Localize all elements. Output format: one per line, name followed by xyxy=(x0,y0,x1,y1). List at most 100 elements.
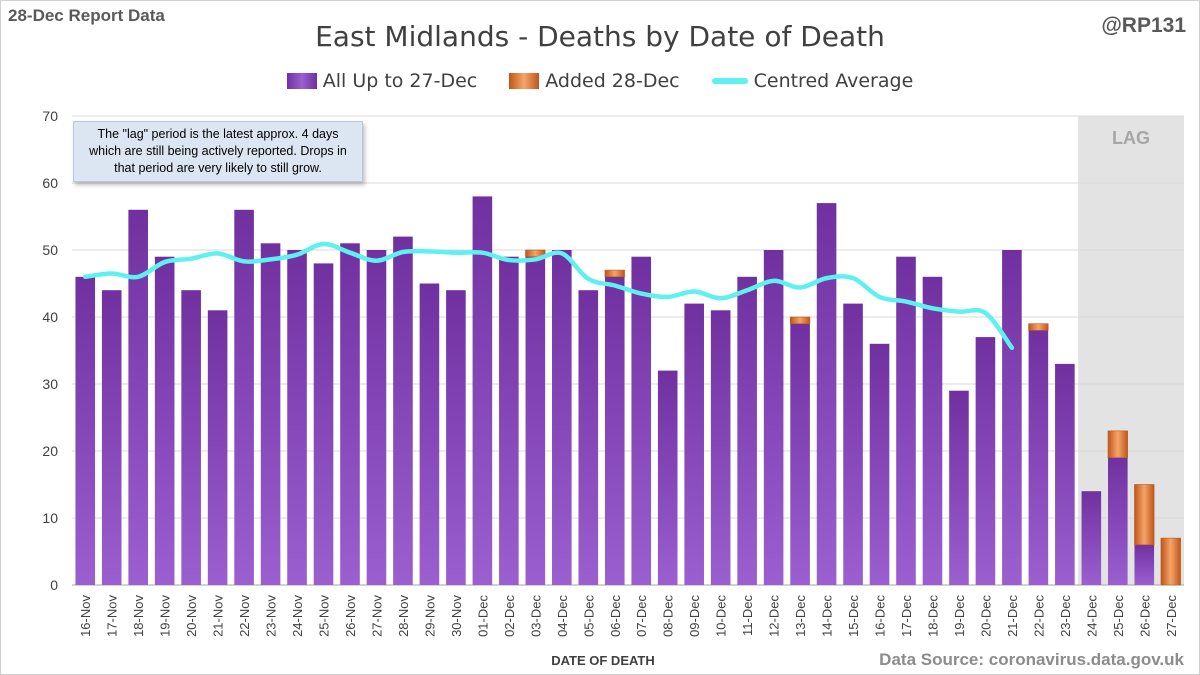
x-tick-label: 24-Dec xyxy=(1084,595,1099,637)
x-tick-label: 27-Dec xyxy=(1164,595,1179,637)
x-tick-label: 30-Nov xyxy=(449,595,464,637)
bar-base xyxy=(101,290,122,585)
x-tick-label: 01-Dec xyxy=(475,595,490,637)
report-label: 28-Dec Report Data xyxy=(8,6,165,25)
x-tick-label: 29-Nov xyxy=(422,595,437,637)
x-tick-label: 21-Nov xyxy=(211,595,226,637)
bar-base xyxy=(684,303,704,585)
y-tick-label: 70 xyxy=(42,108,58,124)
bar-base xyxy=(1081,491,1102,585)
x-tick-label: 24-Nov xyxy=(290,595,305,637)
bar-base xyxy=(287,250,307,585)
bar-added xyxy=(1134,484,1155,546)
data-source: Data Source: coronavirus.data.gov.uk xyxy=(879,650,1184,669)
average-line xyxy=(82,241,1015,351)
bar-base xyxy=(181,290,201,585)
bar-base xyxy=(472,196,493,585)
y-tick-label: 0 xyxy=(50,577,58,593)
bar-base xyxy=(525,256,546,585)
bar-base xyxy=(260,243,281,586)
x-tick-label: 25-Dec xyxy=(1111,595,1126,637)
legend-swatch-added xyxy=(509,73,540,89)
bar-base xyxy=(896,256,916,585)
x-tick-label: 11-Dec xyxy=(740,595,755,636)
x-tick-label: 27-Nov xyxy=(369,595,384,637)
bar-base xyxy=(657,370,678,585)
bar-added xyxy=(789,316,811,324)
x-tick-label: 07-Dec xyxy=(634,595,649,637)
x-tick-label: 19-Dec xyxy=(952,595,967,637)
chart-title: East Midlands - Deaths by Date of Death xyxy=(315,20,885,53)
bar-added xyxy=(1107,430,1128,458)
bar-base xyxy=(499,256,519,585)
x-tick-label: 25-Nov xyxy=(317,595,332,637)
bar-base xyxy=(578,290,599,585)
x-tick-label: 22-Dec xyxy=(1031,595,1046,637)
x-tick-label: 26-Nov xyxy=(343,595,358,637)
bar-base xyxy=(790,323,810,585)
lag-note: The "lag" period is the latest approx. 4… xyxy=(73,121,363,182)
bar-base xyxy=(446,290,466,585)
legend: All Up to 27-Dec Added 28-Dec Centred Av… xyxy=(0,70,1200,92)
x-tick-label: 20-Dec xyxy=(978,595,993,637)
bar-base xyxy=(1134,544,1155,585)
x-tick-label: 03-Dec xyxy=(528,595,543,637)
bar-base xyxy=(154,256,175,585)
bar-base xyxy=(1108,457,1128,585)
x-tick-label: 17-Nov xyxy=(105,595,120,637)
x-tick-label: 18-Nov xyxy=(131,595,146,637)
x-tick-label: 26-Dec xyxy=(1137,595,1152,637)
x-tick-label: 12-Dec xyxy=(767,595,782,637)
bar-added xyxy=(604,269,625,278)
x-tick-label: 16-Nov xyxy=(78,595,93,637)
x-tick-label: 04-Dec xyxy=(555,595,570,637)
y-tick-label: 50 xyxy=(42,242,58,258)
bar-base xyxy=(737,276,757,585)
bar-base xyxy=(631,256,652,585)
lag-label: LAG xyxy=(1112,128,1150,148)
x-tick-label: 23-Nov xyxy=(264,595,279,637)
bar-base xyxy=(949,390,969,585)
bar-base xyxy=(419,283,440,585)
bar-base xyxy=(313,263,334,585)
bar-base xyxy=(604,276,625,585)
x-tick-label: 17-Dec xyxy=(899,595,914,637)
legend-item-average: Centred Average xyxy=(711,70,914,92)
bar-added xyxy=(1160,537,1181,586)
x-tick-label: 05-Dec xyxy=(581,595,596,637)
bar-base xyxy=(340,243,360,586)
bar-base xyxy=(869,343,890,585)
legend-label-added: Added 28-Dec xyxy=(545,70,680,92)
x-tick-label: 06-Dec xyxy=(608,595,623,637)
x-tick-label: 22-Nov xyxy=(237,595,252,637)
legend-swatch-base xyxy=(286,73,317,89)
bar-base xyxy=(975,337,996,585)
y-tick-label: 20 xyxy=(42,443,58,459)
x-tick-label: 15-Dec xyxy=(846,595,861,637)
x-tick-label: 21-Dec xyxy=(1005,595,1020,637)
bar-base xyxy=(552,250,572,585)
bar-base xyxy=(843,303,863,585)
x-tick-label: 08-Dec xyxy=(661,595,676,637)
x-tick-label: 23-Dec xyxy=(1058,595,1073,637)
x-axis-title: DATE OF DEATH xyxy=(551,653,655,668)
y-tick-label: 40 xyxy=(42,309,58,325)
x-tick-label: 19-Nov xyxy=(158,595,173,637)
bar-base xyxy=(128,209,148,586)
bar-base xyxy=(393,236,413,585)
legend-item-base: All Up to 27-Dec xyxy=(286,70,477,92)
x-tick-label: 13-Dec xyxy=(793,595,808,637)
x-tick-label: 28-Nov xyxy=(396,595,411,637)
author-handle: @RP131 xyxy=(1101,14,1186,37)
x-tick-label: 18-Dec xyxy=(925,595,940,637)
bar-added xyxy=(525,249,546,257)
bar-base xyxy=(1028,330,1049,585)
bar-base xyxy=(710,310,731,585)
y-tick-label: 30 xyxy=(42,376,58,392)
legend-label-average: Centred Average xyxy=(753,70,914,92)
y-tick-label: 10 xyxy=(42,510,58,526)
x-tick-label: 09-Dec xyxy=(687,595,702,637)
legend-item-added: Added 28-Dec xyxy=(509,70,680,92)
bar-base xyxy=(234,209,254,586)
